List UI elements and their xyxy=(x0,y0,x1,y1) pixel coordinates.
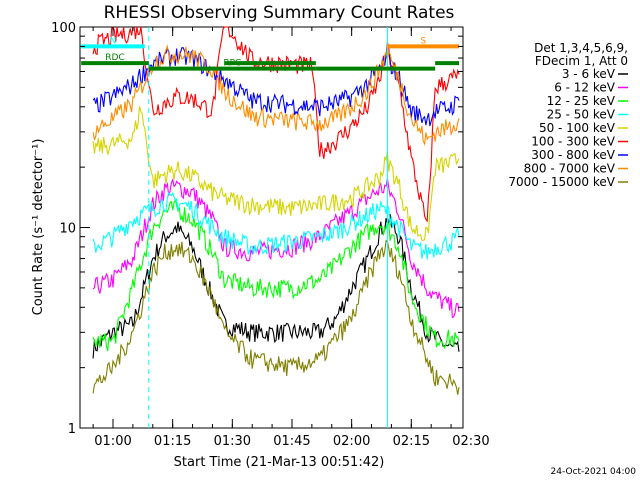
series-line-7 xyxy=(92,44,460,147)
legend-label-5: 100 - 300 keV xyxy=(531,135,615,149)
flag-label-0: N xyxy=(110,36,117,46)
x-tick-label-1: 01:15 xyxy=(154,434,191,449)
series-line-1 xyxy=(92,178,460,319)
legend-label-2: 12 - 25 keV xyxy=(547,94,616,108)
chart-title: RHESSI Observing Summary Count Rates xyxy=(104,3,455,23)
legend-label-1: 6 - 12 keV xyxy=(554,81,616,95)
y-tick-label-2: 100 xyxy=(51,21,76,36)
legend-label-3: 25 - 50 keV xyxy=(547,108,616,122)
x-tick-label-5: 02:15 xyxy=(393,434,430,449)
legend-header-0: Det 1,3,4,5,6,9, xyxy=(534,41,628,55)
x-axis-label: Start Time (21-Mar-13 00:51:42) xyxy=(174,455,385,470)
x-tick-label-3: 01:45 xyxy=(273,434,310,449)
footer-date: 24-Oct-2021 04:00 xyxy=(551,467,637,477)
series-line-5 xyxy=(92,26,460,223)
legend-label-4: 50 - 100 keV xyxy=(539,121,616,135)
legend: Det 1,3,4,5,6,9,FDecim 1, Att 03 - 6 keV… xyxy=(508,41,628,189)
axes: 1 10 100 01:00 01:15 01:30 01:45 02:00 02:15 02:3… xyxy=(51,21,490,449)
flag-label-2: RDC xyxy=(105,53,124,63)
legend-header-1: FDecim 1, Att 0 xyxy=(535,54,628,68)
series-layer xyxy=(92,26,460,428)
x-tick-label-2: 01:30 xyxy=(214,434,251,449)
series-line-3 xyxy=(92,191,460,260)
series-line-8 xyxy=(92,239,460,395)
observing-flags: NSRDCRPC xyxy=(81,36,460,71)
x-tick-label-4: 02:00 xyxy=(333,434,370,449)
y-axis-label: Count Rate (s⁻¹ detector⁻¹) xyxy=(31,139,46,316)
legend-label-7: 800 - 7000 keV xyxy=(524,162,616,176)
series-line-2 xyxy=(92,197,460,352)
y-tick-label-1: 10 xyxy=(59,222,76,237)
x-tick-label-6: 02:30 xyxy=(452,434,489,449)
y-tick-label-0: 1 xyxy=(68,422,76,437)
flag-label-1: S xyxy=(420,36,426,46)
x-tick-label-0: 01:00 xyxy=(94,434,131,449)
series-line-0 xyxy=(92,214,460,359)
legend-label-6: 300 - 800 keV xyxy=(531,148,615,162)
legend-label-0: 3 - 6 keV xyxy=(562,67,616,81)
series-line-4 xyxy=(92,106,460,241)
legend-label-8: 7000 - 15000 keV xyxy=(508,175,615,189)
